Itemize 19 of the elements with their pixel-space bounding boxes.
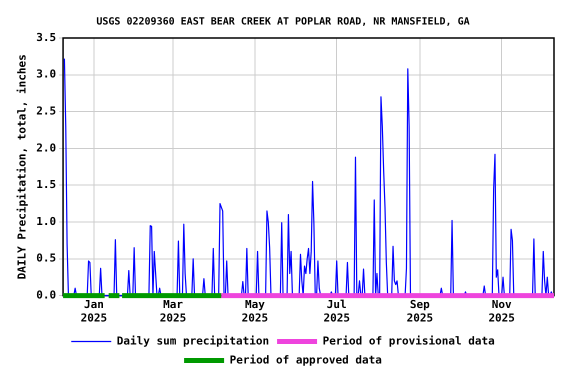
y-tick-label: 2.0 [36, 141, 56, 154]
legend-label: Daily sum precipitation [116, 334, 270, 348]
y-tick-label: 2.5 [36, 104, 56, 118]
x-tick-label: Jan 2025 [80, 298, 108, 324]
y-tick-label: 3.0 [36, 68, 56, 81]
x-tick-label: Jul 2025 [323, 298, 350, 324]
legend-label: Period of provisional data [322, 334, 495, 348]
y-tick-label: 1.0 [36, 214, 56, 228]
x-tick-label: Sep 2025 [406, 298, 434, 324]
y-axis-title: DAILY Precipitation, total, inches [15, 54, 28, 280]
y-tick-label: 0.5 [36, 252, 56, 265]
y-tick-label: 0.0 [36, 288, 56, 302]
y-tick-label: 3.5 [36, 30, 56, 44]
y-tick-label: 1.5 [36, 178, 56, 192]
x-tick-label: Mar 2025 [160, 298, 186, 324]
legend-label: Period of approved data [230, 353, 382, 366]
chart-title: USGS 02209360 EAST BEAR CREEK AT POPLAR ROAD, NR MANSFIELD, GA [96, 16, 470, 28]
x-tick-label: Nov 2025 [488, 298, 515, 324]
x-tick-label: May 2025 [242, 298, 268, 324]
